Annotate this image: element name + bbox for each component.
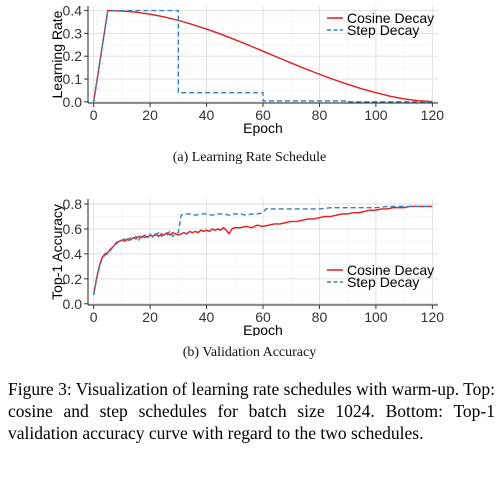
validation-accuracy-chart-svg: 0 20 40 60 80 100 120 0.0 0.2 0.4 0.6 0.8 Epoch Top-1… xyxy=(49,196,445,336)
acc-y-tick-label: 0.0 xyxy=(63,296,83,312)
acc-legend-label-step-decay: Step Decay xyxy=(347,274,419,290)
acc-y-tick-label: 0.6 xyxy=(63,221,83,237)
lr-y-tick-label: 0.1 xyxy=(63,71,83,87)
acc-legend-label-cosine-decay: Cosine Decay xyxy=(347,262,434,278)
lr-x-tick-label: 0 xyxy=(90,107,98,123)
lr-x-tick-label: 80 xyxy=(312,107,328,123)
acc-x-axis-label: Epoch xyxy=(243,322,283,336)
lr-y-tick-label: 0.4 xyxy=(63,3,83,19)
learning-rate-chart-svg: 0 20 40 60 80 100 120 0.0 0.1 0.2 0.3 0.4 Epoch Learn… xyxy=(49,3,445,136)
acc-y-axis-label: Top-1 Accuracy xyxy=(49,204,65,300)
acc-x-tick-label: 0 xyxy=(90,309,98,325)
lr-legend-label-cosine-decay: Cosine Decay xyxy=(347,10,434,26)
lr-y-tick-label: 0.3 xyxy=(63,25,83,41)
validation-accuracy-chart: 0 20 40 60 80 100 120 0.0 0.2 0.4 0.6 0.8 Epoch Top-1… xyxy=(0,190,499,336)
lr-y-axis-label: Learning Rate xyxy=(49,10,65,98)
acc-x-tick-label: 120 xyxy=(421,309,445,325)
acc-y-tick-label: 0.8 xyxy=(63,196,83,212)
lr-x-tick-label: 100 xyxy=(364,107,388,123)
acc-x-tick-label: 20 xyxy=(142,309,158,325)
acc-y-tick-label: 0.2 xyxy=(63,271,83,287)
lr-y-tick-label: 0.2 xyxy=(63,48,83,64)
subcaption-validation-accuracy: (b) Validation Accuracy xyxy=(182,345,317,360)
lr-x-tick-label: 20 xyxy=(142,107,158,123)
acc-y-tick-label: 0.4 xyxy=(63,246,83,262)
acc-x-tick-label: 60 xyxy=(255,309,271,325)
lr-x-tick-label: 120 xyxy=(421,107,445,123)
lr-grid xyxy=(88,6,438,103)
lr-y-tick-label: 0.0 xyxy=(63,94,83,110)
subcaption-learning-rate: (a) Learning Rate Schedule xyxy=(172,150,327,165)
lr-x-tick-label: 40 xyxy=(199,107,215,123)
acc-x-tick-label: 80 xyxy=(312,309,328,325)
acc-grid xyxy=(88,199,438,305)
lr-series-cosine-decay-line xyxy=(92,9,433,103)
acc-series-step-decay-line xyxy=(92,205,433,296)
lr-series-step-decay-line xyxy=(92,9,433,103)
lr-legend-label-step-decay: Step Decay xyxy=(347,22,419,38)
lr-x-axis-label: Epoch xyxy=(243,120,283,136)
lr-x-tick-label: 60 xyxy=(255,107,271,123)
acc-x-tick-label: 100 xyxy=(364,309,388,325)
acc-x-tick-label: 40 xyxy=(199,309,215,325)
figure-caption: Figure 3: Visualization of learning rate… xyxy=(8,379,495,443)
learning-rate-chart: 0 20 40 60 80 100 120 0.0 0.1 0.2 0.3 0.4 Epoch Learn… xyxy=(0,0,499,140)
